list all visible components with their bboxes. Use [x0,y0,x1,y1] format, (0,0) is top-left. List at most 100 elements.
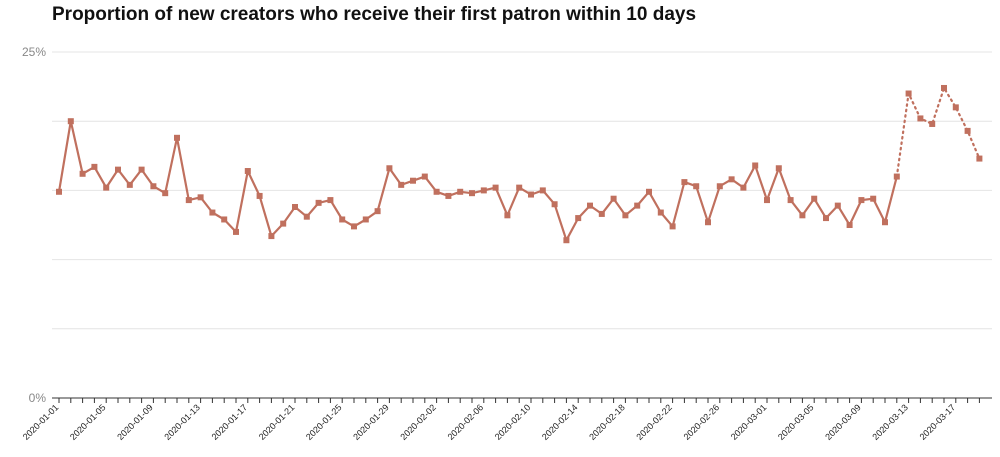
data-point [858,197,865,204]
data-point [504,212,511,219]
data-point [315,199,322,206]
data-point [669,223,676,230]
data-point [775,165,782,172]
x-tick-label: 2020-02-14 [540,402,580,442]
data-point [976,155,983,162]
x-tick-label: 2020-03-09 [823,402,863,442]
x-tick-label: 2020-03-01 [729,402,769,442]
data-point [67,118,74,125]
data-point [575,215,582,222]
data-point [362,216,369,223]
data-point [811,195,818,202]
x-tick-label: 2020-02-22 [634,402,674,442]
data-point [740,184,747,191]
data-point [646,188,652,195]
data-point [941,84,947,91]
data-point [280,220,287,227]
data-point [480,187,487,194]
data-point [115,166,121,173]
data-point [952,104,959,111]
data-point [162,190,169,197]
data-point [256,192,263,199]
data-point [138,166,145,173]
data-point [587,202,593,209]
x-tick-label: 2020-01-05 [68,402,108,442]
data-point [905,90,912,97]
y-tick-label: 25% [22,45,46,59]
data-point [728,176,735,183]
data-point [244,168,251,175]
data-point [563,237,570,244]
y-tick-label: 0% [29,391,47,405]
data-point [634,202,641,209]
data-point [964,127,971,134]
data-point [374,208,381,215]
data-point [787,197,794,204]
data-point [492,184,499,191]
data-point [433,188,440,195]
x-tick-label: 2020-02-26 [682,402,722,442]
data-point [386,165,393,172]
y-axis-ticks: 0% 25% [22,45,46,405]
data-point [303,213,310,220]
x-tick-label: 2020-03-17 [918,402,958,442]
data-point [185,197,192,204]
data-point [622,212,629,219]
data-point [174,134,180,141]
x-tick-label: 2020-01-01 [21,402,61,442]
data-point [893,173,900,180]
series-line-2 [895,86,981,178]
data-point [846,222,853,228]
data-point [716,183,723,190]
data-point [233,228,239,235]
data-point [917,115,924,122]
data-points [56,84,983,244]
x-tick-label: 2020-02-06 [446,402,486,442]
data-point [351,223,357,230]
data-point [398,181,405,188]
data-point [445,192,452,199]
data-point [823,215,829,222]
x-tick-label: 2020-02-02 [398,402,438,442]
data-point [469,190,475,197]
x-tick-label: 2020-02-18 [587,402,627,442]
x-tick-label: 2020-01-17 [210,402,250,442]
data-point [516,184,523,191]
data-point [929,120,936,127]
x-tick-label: 2020-02-10 [493,402,533,442]
chart-title: Proportion of new creators who receive t… [52,4,697,25]
data-point [882,219,888,226]
x-tick-label: 2020-01-09 [115,402,155,442]
data-point [197,194,204,201]
x-tick-label: 2020-03-05 [776,402,816,442]
data-point [539,187,546,194]
data-point [457,188,464,195]
data-point [292,204,298,211]
x-tick-label: 2020-03-13 [870,402,910,442]
series-line-1 [57,120,898,242]
data-point [598,210,605,217]
data-point [421,173,428,180]
data-point [221,216,228,223]
data-point [56,188,62,195]
data-point [834,202,841,209]
series-lines [57,86,981,242]
data-point [126,181,133,188]
x-tick-label: 2020-01-25 [304,402,344,442]
data-point [610,195,617,202]
data-point [693,183,700,190]
data-point [705,219,711,226]
x-tick-label: 2020-01-29 [351,402,391,442]
data-point [799,212,806,219]
data-point [79,170,86,177]
data-point [410,177,416,184]
data-point [681,179,688,186]
x-tick-label: 2020-01-21 [257,402,297,442]
data-point [209,209,216,216]
data-point [268,233,275,240]
x-tick-label: 2020-01-13 [162,402,202,442]
data-point [551,201,558,208]
data-point [528,191,534,198]
x-axis: 2020-01-01 2020-01-05 2020-01-09 2020-01-13… [21,397,992,442]
data-point [339,216,346,223]
